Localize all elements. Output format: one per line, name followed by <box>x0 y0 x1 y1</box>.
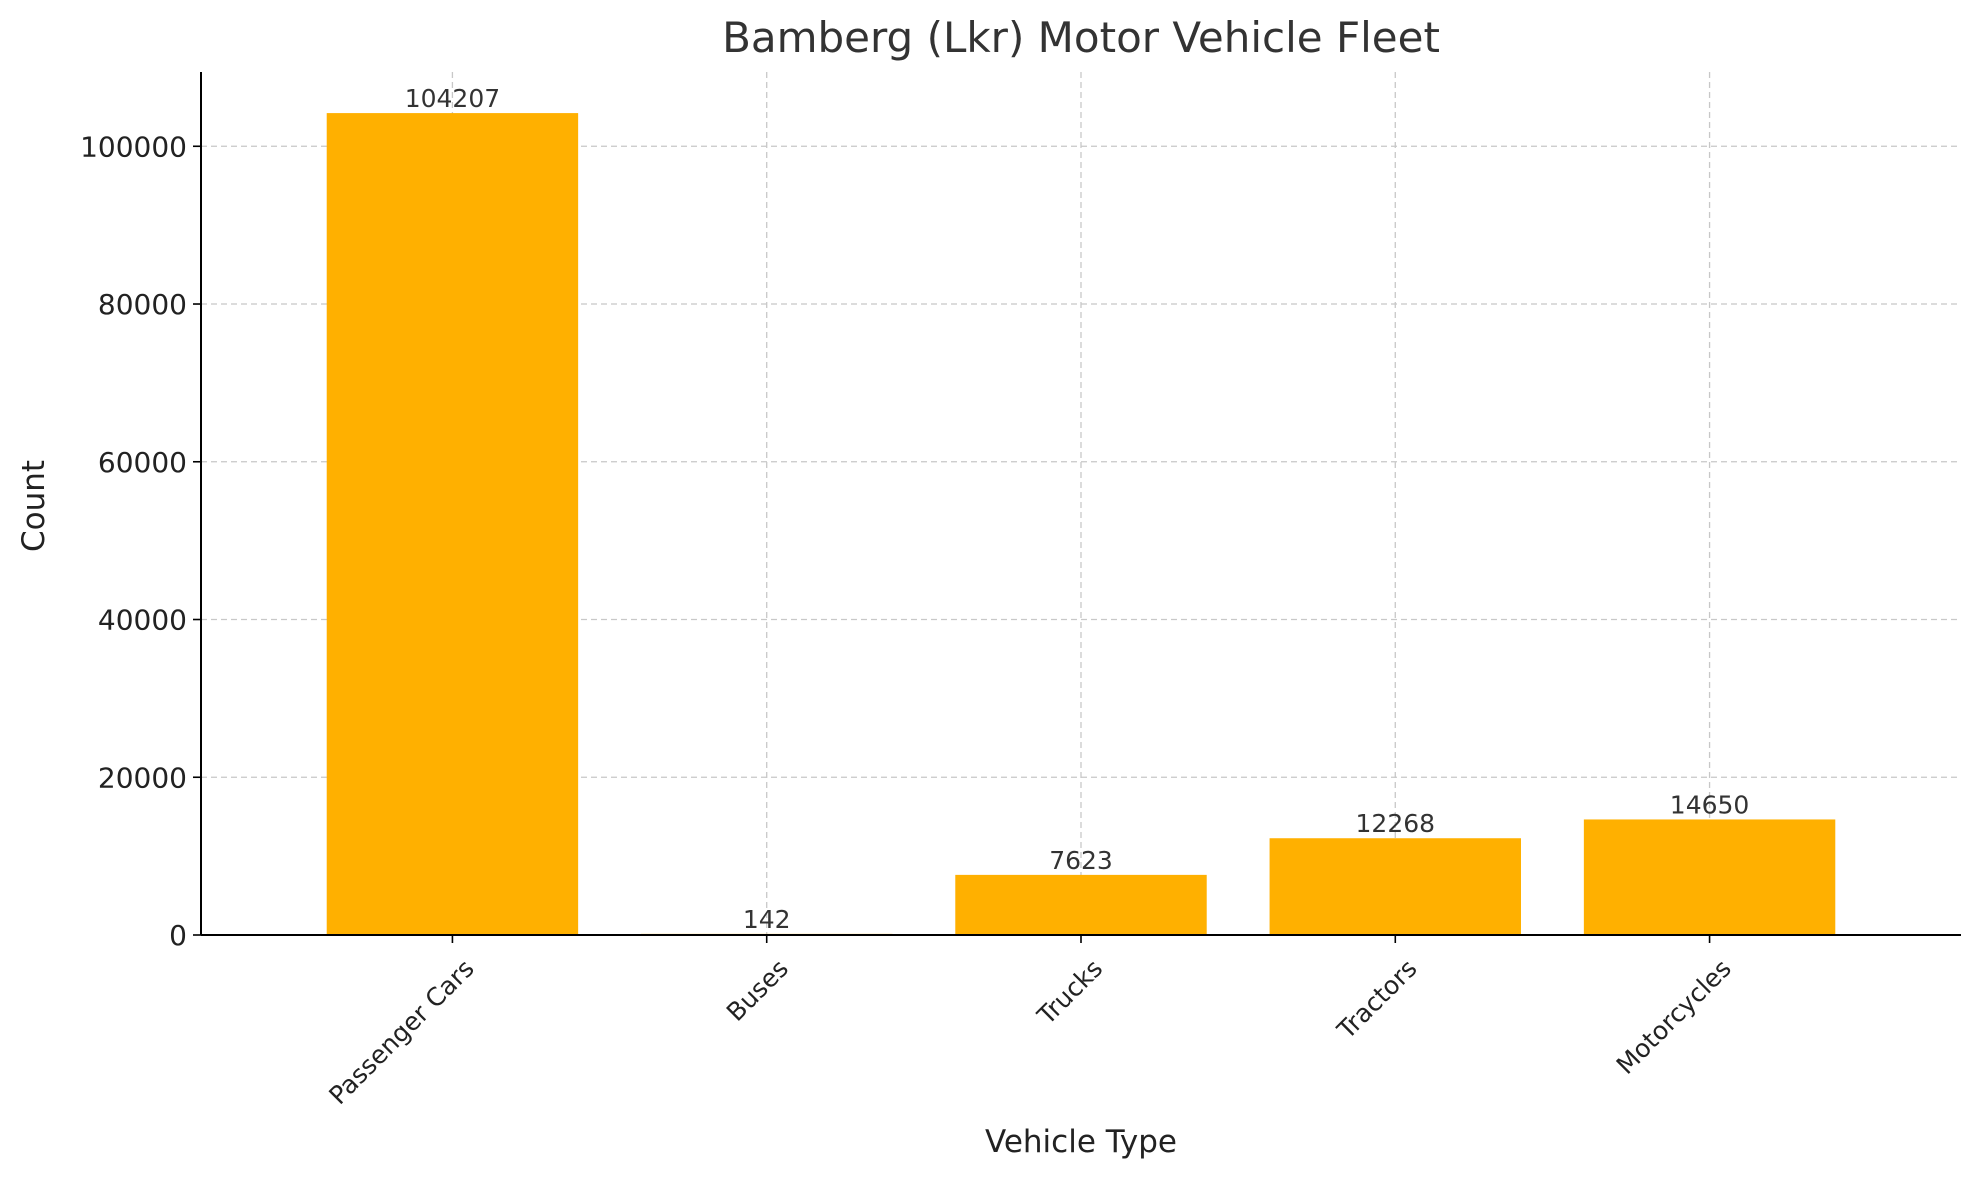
x-tick-label: Motorcycles <box>1611 954 1737 1080</box>
y-tick-label: 60000 <box>98 446 187 479</box>
bar-tractors <box>1269 838 1521 935</box>
x-axis-label: Vehicle Type <box>985 1124 1177 1160</box>
bar-motorcycles <box>1583 819 1836 935</box>
data-label: 12268 <box>1356 809 1436 838</box>
y-tick-label: 20000 <box>98 761 187 794</box>
y-tick-label: 0 <box>169 919 187 952</box>
data-label: 14650 <box>1670 790 1750 819</box>
x-tick-label: Tractors <box>1331 954 1422 1045</box>
data-labels: 104207 142 7623 12268 14650 <box>405 84 1750 934</box>
y-tick-label: 100000 <box>80 130 187 163</box>
x-axis-ticks: Passenger Cars Buses Trucks Tractors Motorcy… <box>323 935 1737 1110</box>
x-tick-label: Buses <box>721 954 794 1027</box>
y-tick-label: 80000 <box>98 288 187 321</box>
y-tick-label: 40000 <box>98 604 187 637</box>
y-axis-ticks: 0 20000 40000 60000 80000 100000 <box>80 130 201 952</box>
y-axis-label: Count <box>16 460 52 552</box>
x-tick-label: Trucks <box>1031 954 1108 1031</box>
chart-title: Bamberg (Lkr) Motor Vehicle Fleet <box>722 13 1440 62</box>
bars <box>326 113 1836 936</box>
data-label: 7623 <box>1049 846 1113 875</box>
bar-passenger-cars <box>326 113 579 936</box>
data-label: 142 <box>743 905 791 934</box>
bar-trucks <box>955 874 1207 935</box>
x-tick-label: Passenger Cars <box>323 954 479 1110</box>
data-label: 104207 <box>405 84 500 113</box>
